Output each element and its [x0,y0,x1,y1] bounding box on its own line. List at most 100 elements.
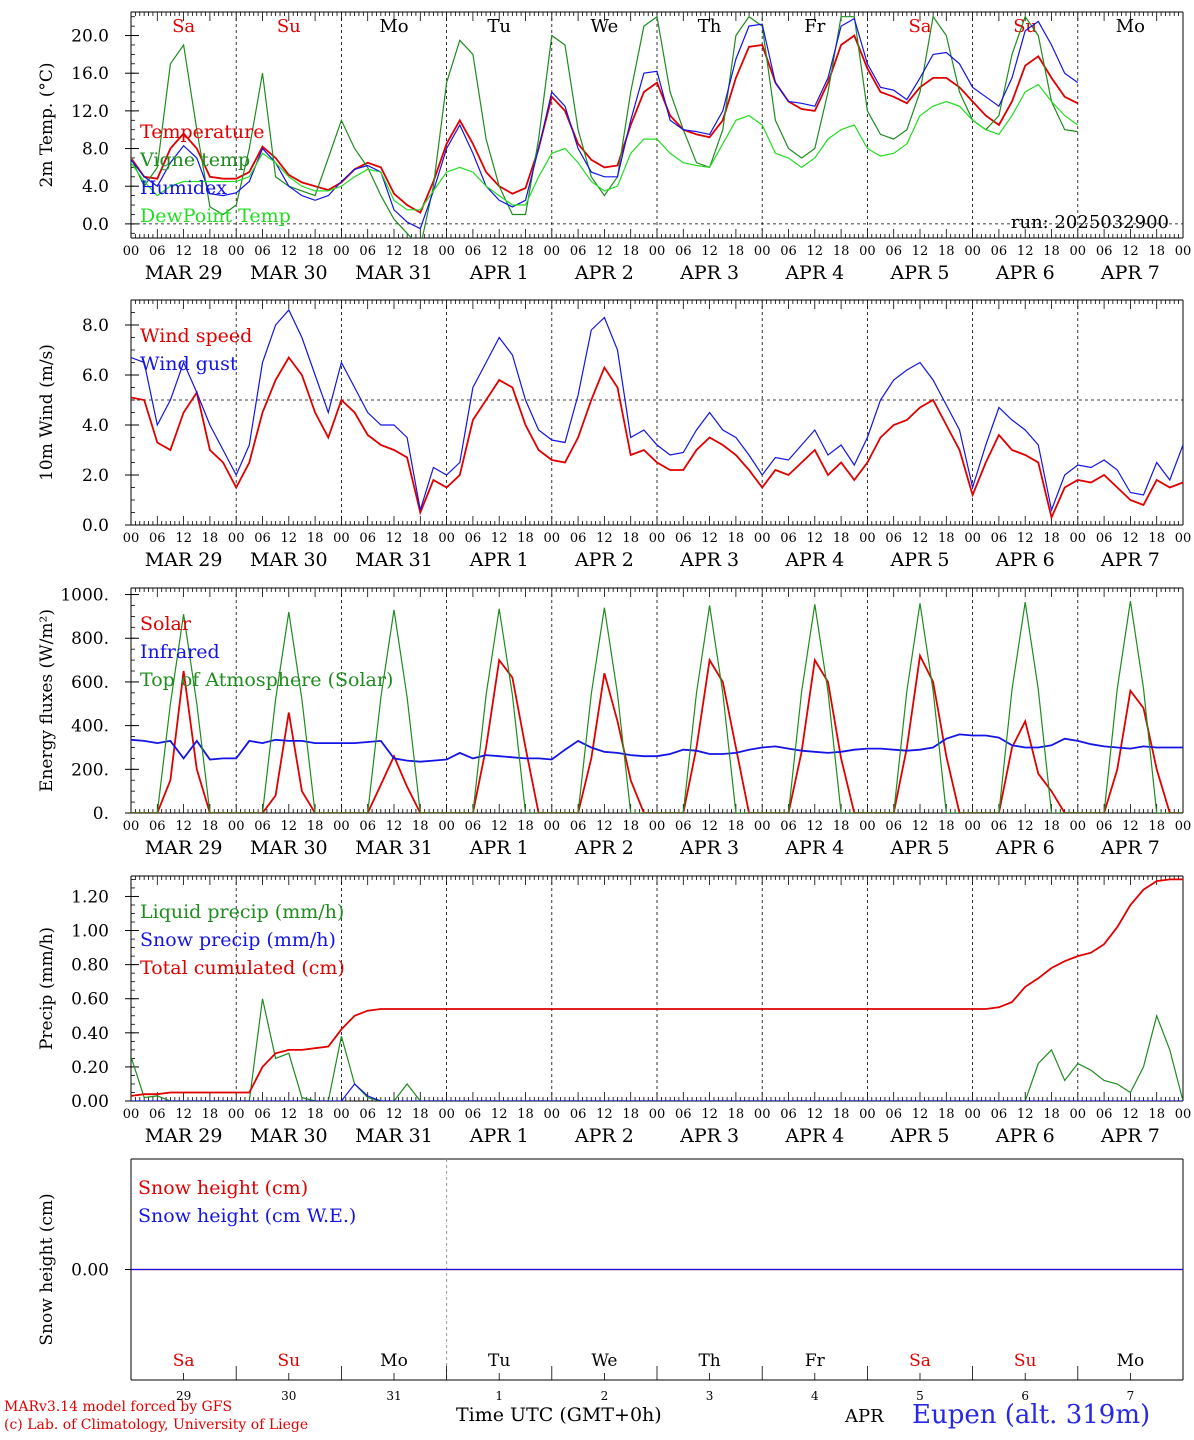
date-label: MAR 30 [250,1125,328,1147]
hour-tick-label: 00 [333,531,350,546]
day-name-label: Mo [1117,1351,1145,1371]
hour-tick-label: 00 [333,244,350,259]
hour-tick-label: 06 [465,819,482,834]
legend-entry: Snow height (cm) [138,1177,308,1199]
date-label: MAR 31 [355,262,433,284]
hour-tick-label: 00 [1175,244,1192,259]
hour-tick-label: 00 [1175,819,1192,834]
series-line-1 [131,998,1183,1101]
y-tick-label: 4.0 [82,416,109,436]
hour-tick-label: 18 [938,244,955,259]
date-label: APR 2 [574,549,634,571]
hour-tick-label: 12 [1122,531,1139,546]
legend-entry: Temperature [140,121,264,143]
day-name-label: Sa [909,1351,931,1371]
day-name-label: Mo [379,16,408,37]
hour-tick-label: 12 [912,1107,929,1122]
credits-line-lab: (c) Lab. of Climatology, University of L… [4,1417,309,1433]
y-tick-label: 0.0 [82,215,109,235]
y-tick-label: 800. [71,629,109,649]
hour-tick-label: 12 [491,244,508,259]
hour-tick-label: 18 [202,244,219,259]
date-label: APR 7 [1100,837,1160,859]
series-line-4 [131,83,1079,211]
date-label: APR 5 [890,549,950,571]
hour-tick-label: 06 [991,531,1008,546]
hour-tick-label: 18 [307,1107,324,1122]
date-label: MAR 29 [145,262,223,284]
hour-tick-label: 12 [281,244,298,259]
hour-tick-label: 18 [202,1107,219,1122]
hour-tick-label: 18 [517,819,534,834]
hour-tick-label: 18 [833,819,850,834]
hour-tick-label: 12 [596,244,613,259]
hour-tick-label: 12 [1122,244,1139,259]
hour-tick-label: 06 [780,244,797,259]
day-name-label: Su [277,1351,300,1371]
hour-tick-label: 06 [570,531,587,546]
hour-tick-label: 00 [228,244,245,259]
date-label: APR 4 [784,837,844,859]
y-tick-label: 12.0 [71,102,109,122]
hour-tick-label: 06 [885,244,902,259]
date-label: APR 4 [784,1125,844,1147]
hour-tick-label: 00 [333,819,350,834]
day-number-label: 29 [176,1389,191,1403]
hour-tick-label: 00 [964,244,981,259]
y-tick-label: 0.0 [82,516,109,536]
hour-tick-label: 06 [1096,244,1113,259]
hour-tick-label: 18 [938,819,955,834]
hour-tick-label: 06 [465,1107,482,1122]
day-name-label: Sa [172,16,195,37]
panel-3: 00 06 12 18 00 06 12 18 00 06 12 18 00 06 12 18 00 06 12 18… [37,586,1191,859]
day-name-label: Mo [380,1351,408,1371]
hour-tick-label: 12 [281,819,298,834]
hour-tick-label: 18 [728,1107,745,1122]
y-tick-label: 20.0 [71,27,109,47]
hour-tick-label: 12 [596,819,613,834]
hour-tick-label: 06 [359,244,376,259]
day-name-label: Tu [488,1351,510,1371]
hour-tick-label: 00 [754,819,771,834]
date-label: APR 3 [679,262,739,284]
hour-tick-label: 18 [1043,531,1060,546]
legend-entry: Infrared [140,641,220,663]
hour-tick-label: 18 [1043,244,1060,259]
day-name-label: Su [1014,1351,1037,1371]
hour-tick-label: 18 [1043,819,1060,834]
hour-tick-label: 00 [228,819,245,834]
date-label: APR 2 [574,262,634,284]
hour-tick-label: 18 [938,1107,955,1122]
hour-tick-label: 00 [754,244,771,259]
series-line-3 [131,878,1183,1097]
hour-tick-label: 12 [1122,819,1139,834]
date-label: APR 4 [784,549,844,571]
hour-tick-label: 12 [1017,1107,1034,1122]
hour-tick-label: 12 [701,244,718,259]
y-tick-label: 16.0 [71,64,109,84]
hour-tick-label: 00 [1070,531,1087,546]
date-label: MAR 29 [145,837,223,859]
hour-tick-label: 00 [859,1107,876,1122]
hour-tick-label: 12 [912,244,929,259]
legend-entry: DewPoint Temp [140,205,291,227]
hour-tick-label: 06 [780,1107,797,1122]
hour-tick-label: 00 [228,531,245,546]
hour-tick-label: 06 [149,531,166,546]
hour-tick-label: 06 [991,819,1008,834]
date-label: MAR 30 [250,262,328,284]
date-label: APR 4 [784,262,844,284]
hour-tick-label: 06 [570,1107,587,1122]
hour-tick-label: 18 [202,819,219,834]
hour-tick-label: 18 [728,531,745,546]
legend-entry: Solar [140,613,192,635]
hour-tick-label: 06 [149,1107,166,1122]
hour-tick-label: 06 [465,531,482,546]
hour-tick-label: 06 [254,531,271,546]
series-line-1 [131,355,1183,521]
day-name-label: Fr [804,16,825,37]
date-label: MAR 31 [355,549,433,571]
hour-tick-label: 12 [912,819,929,834]
hour-tick-label: 18 [517,1107,534,1122]
day-name-label: We [591,1351,617,1371]
